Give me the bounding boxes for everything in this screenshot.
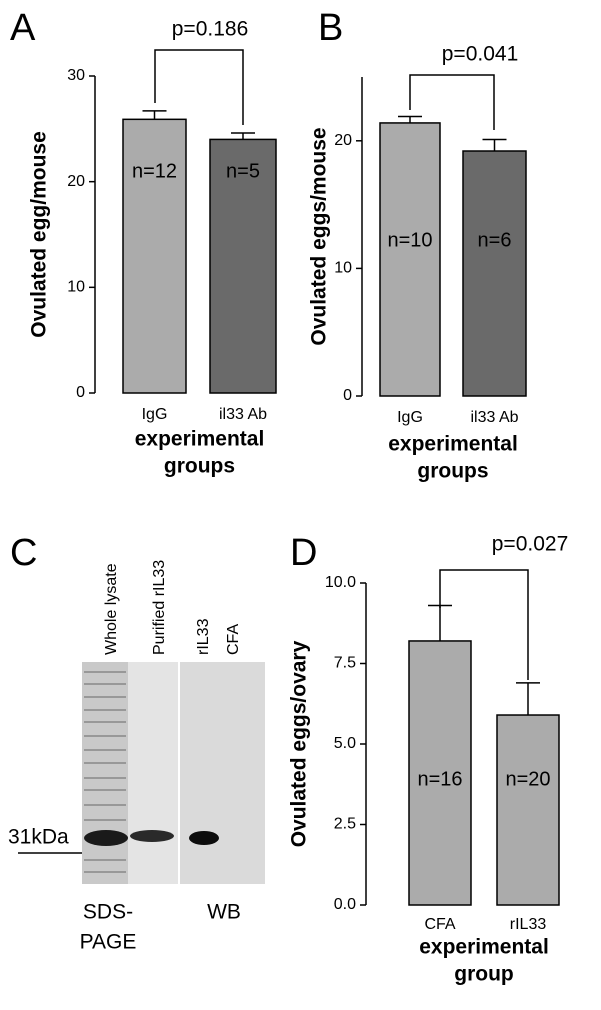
y-tick-label: 2.5	[334, 816, 356, 833]
gel-wb	[180, 662, 265, 884]
y-tick-label: 0	[76, 384, 85, 401]
gel-lane	[82, 662, 128, 884]
marker-label: 31kDa	[8, 826, 69, 849]
n-label: n=10	[387, 229, 432, 251]
x-tick-label: il33 Ab	[219, 406, 267, 423]
panel-letter: D	[290, 532, 317, 574]
significance-bracket	[439, 569, 529, 680]
y-axis-label: Ovulated eggs/ovary	[288, 640, 311, 847]
bar	[408, 640, 472, 906]
bar	[462, 150, 527, 397]
y-tick-label: 0.0	[334, 896, 356, 913]
gel	[18, 662, 265, 884]
y-tick-label: 30	[67, 67, 85, 84]
panel-letter: B	[318, 7, 343, 49]
section-label: WB	[207, 901, 241, 924]
x-tick-label: IgG	[397, 409, 423, 426]
x-axis-label: groups	[417, 460, 488, 483]
error-bar	[428, 604, 452, 641]
gel-band	[84, 830, 128, 846]
n-label: n=5	[226, 160, 260, 182]
x-axis-label: experimental	[419, 936, 549, 959]
n-label: n=16	[417, 768, 462, 790]
gel-ladder	[84, 671, 126, 873]
significance-bracket	[154, 49, 244, 125]
x-tick-label: CFA	[424, 916, 455, 933]
x-axis-label: groups	[164, 455, 235, 478]
gel-band	[130, 830, 174, 842]
y-tick-label: 20	[334, 132, 352, 149]
lane-label: CFA	[225, 624, 242, 655]
bar	[496, 714, 560, 906]
panel-letter: A	[10, 7, 36, 49]
x-tick-label: il33 Ab	[470, 409, 518, 426]
x-tick-label: IgG	[142, 406, 168, 423]
lane-label: Whole lysate	[103, 563, 120, 655]
p-value: p=0.186	[172, 18, 249, 41]
y-tick-label: 10	[67, 279, 85, 296]
y-tick-label: 5.0	[334, 735, 356, 752]
x-axis-label: experimental	[135, 428, 265, 451]
bar	[122, 118, 187, 394]
error-bar	[482, 138, 507, 152]
p-value: p=0.041	[442, 43, 519, 66]
y-tick-label: 20	[67, 173, 85, 190]
significance-bracket	[409, 74, 495, 130]
y-tick-label: 0	[343, 387, 352, 404]
lane-label: Purified rIL33	[151, 560, 168, 655]
p-value: p=0.027	[492, 533, 569, 556]
error-bar	[231, 132, 255, 140]
error-bar	[142, 110, 167, 120]
error-bar	[516, 682, 540, 716]
section-label: SDS-	[83, 901, 133, 924]
y-axis-label: Ovulated eggs/mouse	[308, 127, 331, 345]
y-tick-label: 7.5	[334, 655, 356, 672]
panel-letter: C	[10, 532, 37, 574]
section-label: PAGE	[80, 931, 137, 954]
bar	[209, 138, 277, 394]
y-tick-label: 10.0	[325, 574, 356, 591]
error-bar	[398, 115, 422, 123]
n-label: n=20	[505, 768, 550, 790]
y-tick-label: 10	[334, 260, 352, 277]
n-label: n=12	[132, 160, 177, 182]
n-label: n=6	[478, 229, 512, 251]
lane-label: rIL33	[195, 618, 212, 655]
bar	[379, 122, 441, 397]
x-axis-label: group	[454, 963, 513, 986]
x-tick-label: rIL33	[510, 916, 547, 933]
x-axis-label: experimental	[388, 433, 518, 456]
y-axis-label: Ovulated egg/mouse	[28, 131, 51, 338]
wb-band	[189, 831, 219, 845]
